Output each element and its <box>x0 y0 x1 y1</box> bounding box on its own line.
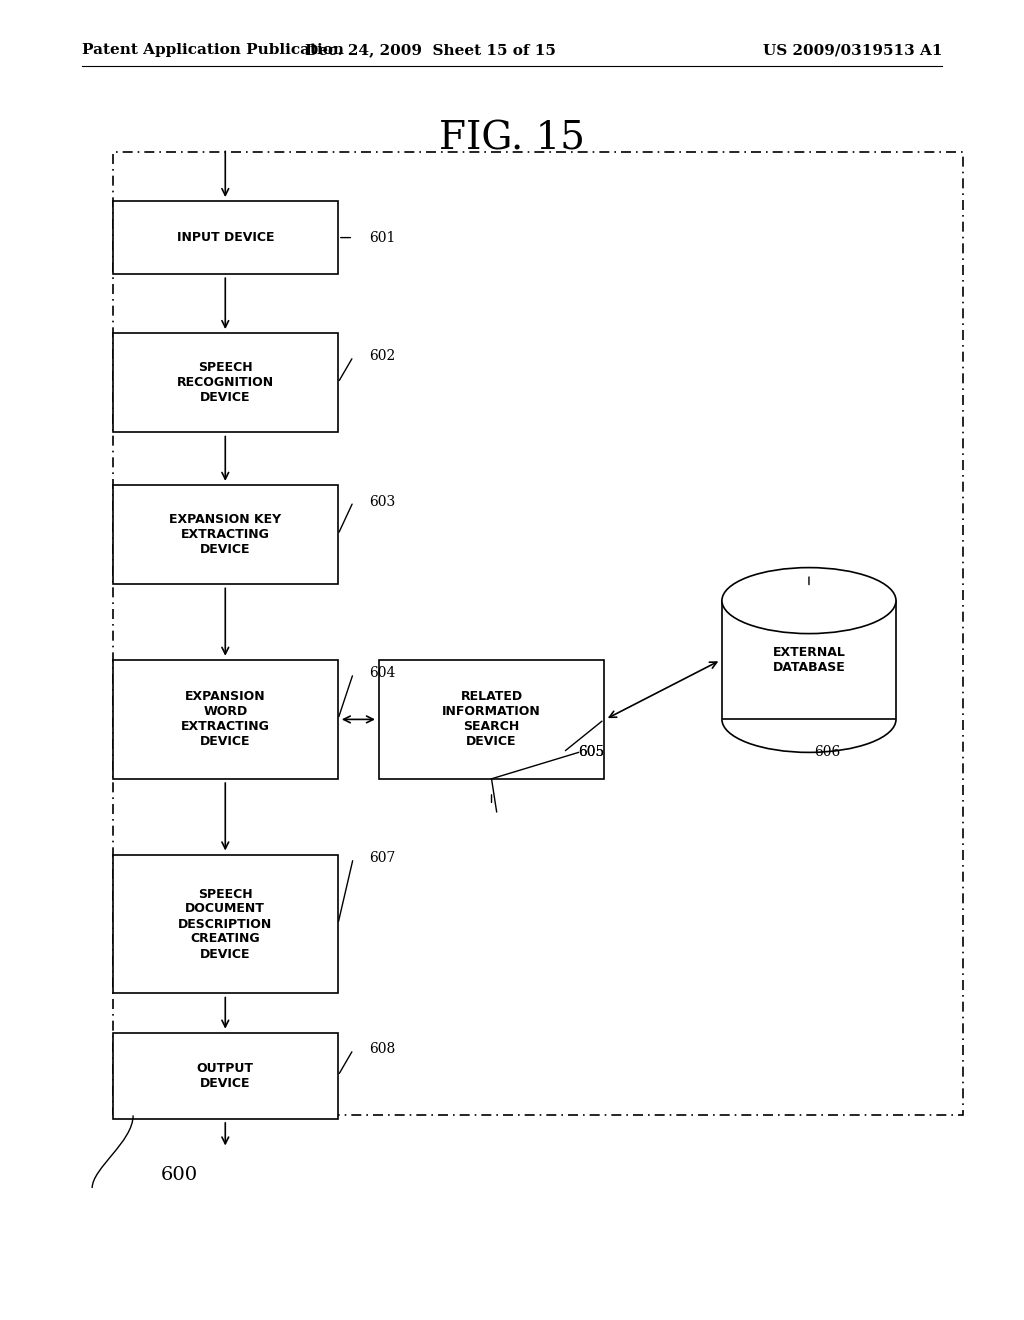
Text: 603: 603 <box>369 495 395 508</box>
Text: SPEECH
DOCUMENT
DESCRIPTION
CREATING
DEVICE: SPEECH DOCUMENT DESCRIPTION CREATING DEV… <box>178 887 272 961</box>
FancyBboxPatch shape <box>113 334 338 433</box>
FancyBboxPatch shape <box>379 660 604 779</box>
Text: EXTERNAL
DATABASE: EXTERNAL DATABASE <box>772 645 846 675</box>
Text: 606: 606 <box>814 746 841 759</box>
Text: SPEECH
RECOGNITION
DEVICE: SPEECH RECOGNITION DEVICE <box>177 362 273 404</box>
Text: 605: 605 <box>579 746 605 759</box>
FancyBboxPatch shape <box>113 1032 338 1119</box>
Text: EXPANSION KEY
EXTRACTING
DEVICE: EXPANSION KEY EXTRACTING DEVICE <box>169 513 282 556</box>
Text: 604: 604 <box>369 667 395 680</box>
Text: 601: 601 <box>369 231 395 244</box>
Text: 608: 608 <box>369 1043 395 1056</box>
FancyBboxPatch shape <box>113 855 338 993</box>
Text: FIG. 15: FIG. 15 <box>439 120 585 157</box>
Text: OUTPUT
DEVICE: OUTPUT DEVICE <box>197 1061 254 1090</box>
Text: EXPANSION
WORD
EXTRACTING
DEVICE: EXPANSION WORD EXTRACTING DEVICE <box>181 690 269 748</box>
Text: Dec. 24, 2009  Sheet 15 of 15: Dec. 24, 2009 Sheet 15 of 15 <box>305 44 555 57</box>
Text: INPUT DEVICE: INPUT DEVICE <box>176 231 274 244</box>
Ellipse shape <box>722 568 896 634</box>
Text: 602: 602 <box>369 350 395 363</box>
FancyBboxPatch shape <box>113 201 338 275</box>
FancyBboxPatch shape <box>113 486 338 583</box>
Text: RELATED
INFORMATION
SEARCH
DEVICE: RELATED INFORMATION SEARCH DEVICE <box>442 690 541 748</box>
Text: US 2009/0319513 A1: US 2009/0319513 A1 <box>763 44 942 57</box>
Bar <box>722 601 896 719</box>
Text: 607: 607 <box>369 851 395 865</box>
Text: 605: 605 <box>579 746 605 759</box>
Text: Patent Application Publication: Patent Application Publication <box>82 44 344 57</box>
FancyBboxPatch shape <box>113 660 338 779</box>
Text: 600: 600 <box>161 1166 198 1184</box>
